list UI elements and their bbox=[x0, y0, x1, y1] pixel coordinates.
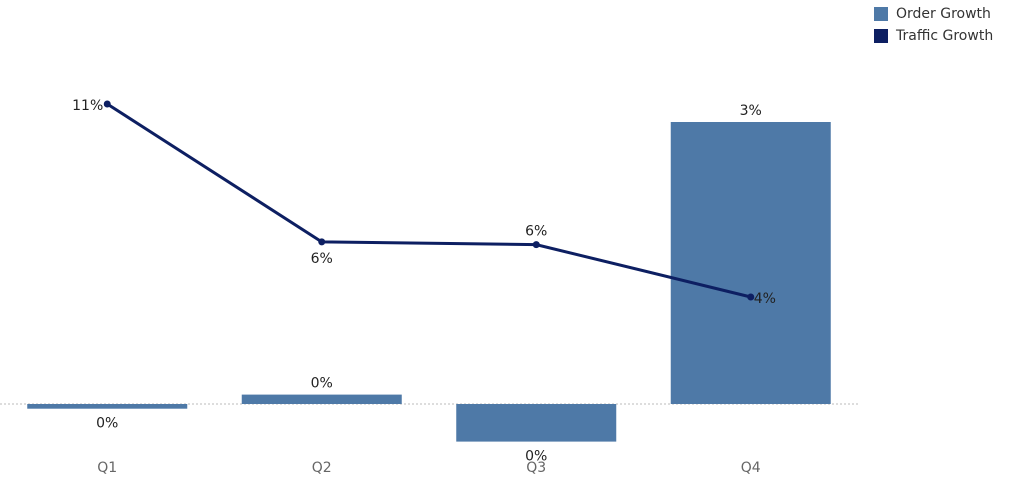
bar-series-order-growth bbox=[27, 122, 831, 442]
line-label-q2: 6% bbox=[311, 251, 333, 267]
x-tick-q2: Q2 bbox=[312, 460, 332, 476]
line-point-q3 bbox=[532, 241, 540, 249]
line-point-q1 bbox=[103, 100, 111, 108]
legend-item-order-growth[interactable]: Order Growth bbox=[874, 4, 993, 24]
line-points bbox=[103, 100, 755, 301]
bar-q1 bbox=[27, 404, 188, 409]
line-label-q3: 6% bbox=[525, 224, 547, 240]
bar-label-q4: 3% bbox=[740, 103, 762, 119]
bar-q4 bbox=[670, 122, 831, 404]
legend: Order Growth Traffic Growth bbox=[874, 4, 993, 48]
x-tick-q3: Q3 bbox=[526, 460, 546, 476]
bar-q2 bbox=[241, 394, 402, 404]
x-tick-q4: Q4 bbox=[741, 460, 761, 476]
line-data-labels: 11% 6% 6% 4% bbox=[72, 98, 776, 307]
bar-data-labels: 0% 0% 0% 3% bbox=[96, 103, 762, 465]
legend-swatch-traffic-growth bbox=[874, 29, 888, 43]
legend-label-order-growth: Order Growth bbox=[896, 6, 991, 22]
x-tick-q1: Q1 bbox=[97, 460, 117, 476]
legend-label-traffic-growth: Traffic Growth bbox=[896, 28, 994, 44]
bar-q3 bbox=[456, 404, 617, 442]
x-axis-tick-labels: Q1 Q2 Q3 Q4 bbox=[97, 460, 761, 476]
line-point-q2 bbox=[318, 238, 326, 246]
bar-label-q1: 0% bbox=[96, 416, 118, 432]
legend-swatch-order-growth bbox=[874, 7, 888, 21]
line-series-traffic-growth bbox=[106, 102, 752, 299]
bar-label-q3: 0% bbox=[525, 449, 547, 465]
bar-label-q2: 0% bbox=[311, 376, 333, 392]
line-label-q1: 11% bbox=[72, 98, 103, 114]
legend-item-traffic-growth[interactable]: Traffic Growth bbox=[874, 26, 993, 46]
line-point-q4 bbox=[747, 293, 755, 301]
line-label-q4: 4% bbox=[754, 291, 776, 307]
